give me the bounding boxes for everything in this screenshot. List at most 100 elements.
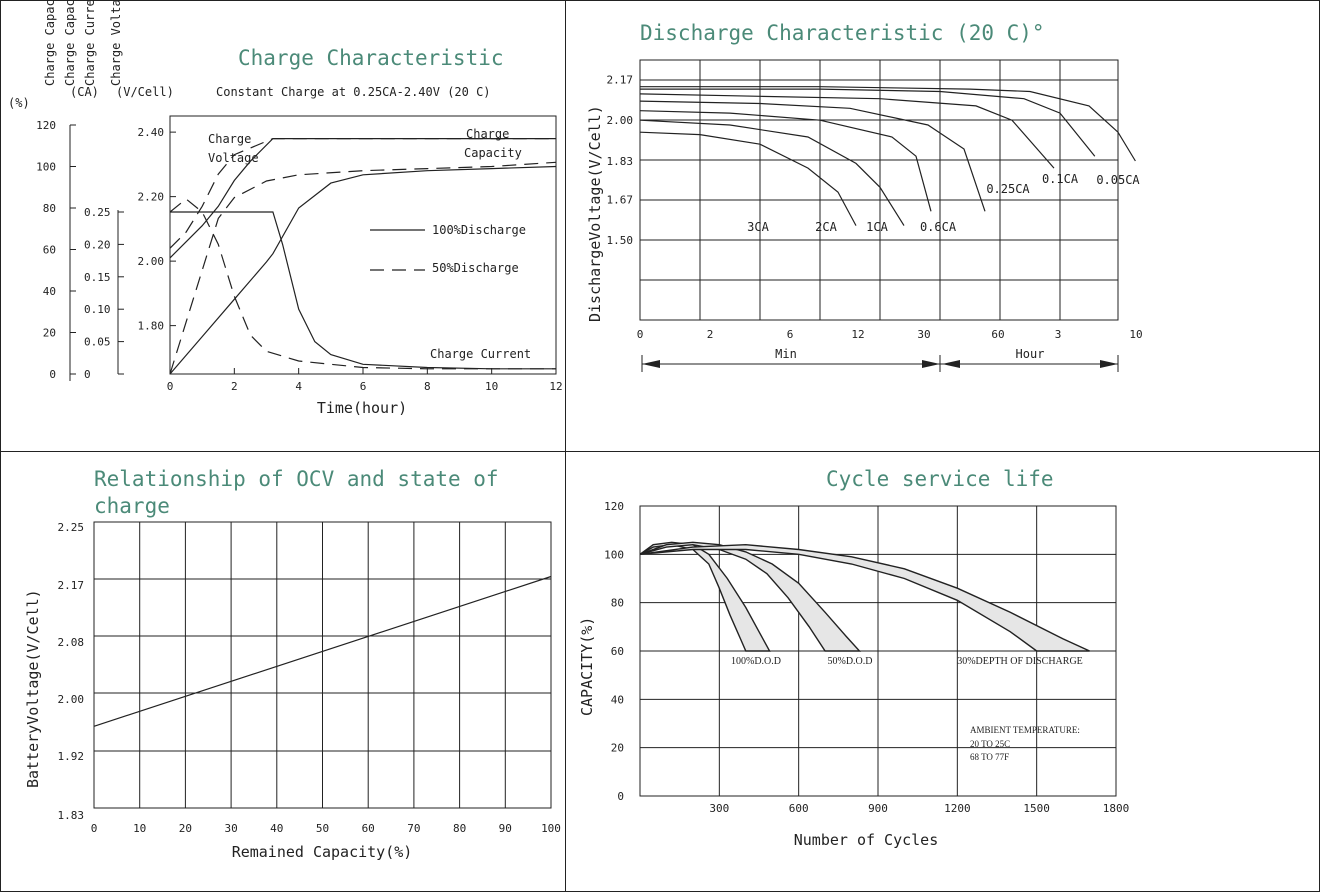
capacity-tick-label: 80 [43,202,56,215]
ocv-title-line1: Relationship of OCV and state of [94,467,499,491]
capacity-tick-label: 20 [43,327,56,340]
charge-axis-unit: (%) [8,96,30,110]
legend-label: 50%Discharge [432,261,519,275]
y-tick-label: 2.00 [58,693,85,706]
series-label: 1CA [866,220,888,234]
charge-title: Charge Characteristic [238,46,504,70]
x-tick-label: 1800 [1103,802,1130,815]
x-tick-label: 20 [179,822,192,835]
y-tick-label: 80 [611,597,624,610]
note-line: 68 TO 77F [970,752,1009,762]
charge-axis-header: Charge Curren [83,0,97,86]
x-tick-label: 40 [270,822,283,835]
cycle-band [639,543,1090,652]
capacity-tick-label: 100 [36,161,56,174]
time-group-label: Hour [1016,347,1045,361]
ocv-title-line2: charge [94,494,170,518]
x-tick-label: 1500 [1023,802,1050,815]
annotation: Voltage [208,151,259,165]
note-line: AMBIENT TEMPERATURE: [970,725,1080,735]
ocv-series [93,575,552,727]
annotation: Charge [466,127,509,141]
x-tick-label: 900 [868,802,888,815]
cycle-y-label: CAPACITY(%) [578,617,596,716]
capacity-solid-series [169,165,557,375]
series-label: 0.05CA [1096,173,1140,187]
x-tick-label: 8 [424,380,431,393]
current-tick-label: 0.15 [84,271,111,284]
discharge-chart: Discharge Characteristic (20 C)° Dischar… [586,21,1143,372]
arrow-icon [942,360,960,368]
ocv-panel [0,452,566,892]
charge-axis-header: Charge Capacit [63,0,77,86]
y-tick-label: 2.17 [607,74,634,87]
x-tick-label: 2 [707,328,714,341]
discharge-series [640,88,1096,157]
annotation: Capacity [464,146,522,160]
x-tick-label: 60 [362,822,375,835]
voltage-tick-label: 2.20 [138,191,165,204]
voltage-solid-series [169,138,556,259]
x-tick-label: 0 [91,822,98,835]
discharge-series [639,93,1055,169]
x-tick-label: 10 [1129,328,1142,341]
discharge-series [639,119,905,226]
voltage-dashed-series [169,138,556,249]
x-tick-label: 3 [1055,328,1062,341]
ocv-x-label: Remained Capacity(%) [232,843,413,861]
x-tick-label: 2 [231,380,238,393]
current-tick-label: 0.05 [84,336,111,349]
arrow-icon [922,360,940,368]
series-label: 0.6CA [920,220,957,234]
series-label: 3CA [747,220,769,234]
charge-subtitle: Constant Charge at 0.25CA-2.40V (20 C) [216,85,491,99]
current-tick-label: 0 [84,368,91,381]
current-dashed-series [169,198,556,370]
charge-panel [0,0,566,452]
y-tick-label: 100 [604,548,624,561]
voltage-tick-label: 2.00 [138,255,165,268]
series-label: 0.1CA [1042,172,1079,186]
discharge-plot-frame [639,59,1119,321]
y-tick-label: 1.92 [58,750,85,763]
discharge-series [639,110,932,212]
x-tick-label: 10 [485,380,498,393]
note-line: 20 TO 25C [970,739,1010,749]
y-tick-label: 2.08 [58,636,85,649]
series-label: 50%D.O.D [828,656,873,667]
x-tick-label: 80 [453,822,466,835]
cycle-chart: Cycle service life CAPACITY(%) 0 20 40 60 80… [578,467,1129,849]
x-tick-label: 30 [224,822,237,835]
capacity-dashed-series [169,161,557,375]
capacity-tick-label: 0 [49,368,56,381]
discharge-series [640,86,1136,162]
y-tick-label: 2.00 [607,114,634,127]
arrow-icon [642,360,660,368]
annotation: Charge [208,132,251,146]
x-tick-label: 50 [316,822,329,835]
charge-chart: Charge Characteristic Constant Charge at… [8,0,563,417]
y-tick-label: 120 [604,500,624,513]
series-label: 0.25CA [986,182,1030,196]
x-tick-label: 6 [360,380,367,393]
legend-label: 100%Discharge [432,223,526,237]
capacity-tick-label: 120 [36,119,56,132]
y-tick-label: 2.17 [58,579,85,592]
ocv-chart: Relationship of OCV and state of charge … [24,467,561,861]
cycle-panel [566,452,1320,892]
discharge-title: Discharge Characteristic (20 C)° [640,21,1045,45]
voltage-tick-label: 1.80 [138,320,165,333]
current-tick-label: 0.25 [84,206,111,219]
series-label: 100%D.O.D [731,656,781,667]
arrow-icon [1100,360,1118,368]
x-tick-label: 300 [709,802,729,815]
x-tick-label: 10 [133,822,146,835]
x-tick-label: 600 [789,802,809,815]
charge-axis-unit: (CA) [70,85,99,99]
current-solid-series [170,211,556,370]
discharge-panel [566,0,1320,452]
ocv-y-label: BatteryVoltage(V/Cell) [24,589,42,788]
charge-axis-unit: (V/Cell) [116,85,174,99]
voltage-tick-label: 2.40 [138,126,165,139]
